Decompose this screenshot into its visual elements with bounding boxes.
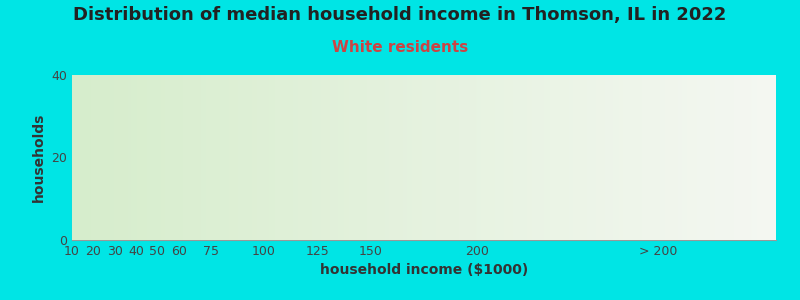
Text: Distribution of median household income in Thomson, IL in 2022: Distribution of median household income … <box>74 6 726 24</box>
Bar <box>114 158 136 240</box>
X-axis label: household income ($1000): household income ($1000) <box>320 263 528 278</box>
Bar <box>72 178 94 240</box>
Text: City-Data.com: City-Data.com <box>635 86 722 97</box>
Bar <box>318 207 370 240</box>
Bar <box>178 199 210 240</box>
Y-axis label: households: households <box>32 113 46 202</box>
Bar <box>478 207 530 240</box>
Bar <box>136 137 158 240</box>
Bar <box>94 195 114 240</box>
Bar <box>158 174 178 240</box>
Bar <box>264 129 318 240</box>
Bar <box>542 199 658 240</box>
Bar <box>370 178 478 240</box>
Text: White residents: White residents <box>332 40 468 56</box>
Bar <box>210 100 264 240</box>
